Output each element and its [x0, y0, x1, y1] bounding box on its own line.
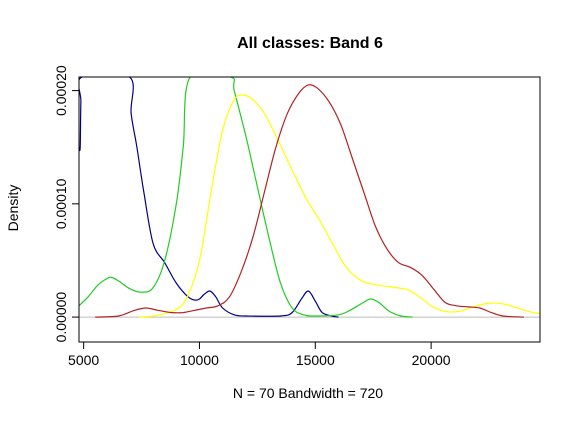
y-tick-label: 0.00020	[53, 65, 69, 116]
plot-frame	[78, 76, 541, 343]
x-tick-label: 15000	[296, 352, 335, 368]
series-layer	[79, 77, 540, 318]
y-axis-label: Density	[5, 185, 21, 232]
density-curve-4	[95, 84, 524, 318]
y-tick-label: 0.00010	[53, 178, 69, 229]
x-axis-label: N = 70 Bandwidth = 720	[233, 385, 383, 401]
x-axis: 5000 10000 15000 20000	[68, 342, 451, 368]
x-tick-label: 20000	[412, 352, 451, 368]
x-tick-label: 10000	[180, 352, 219, 368]
plot-area	[78, 76, 541, 343]
density-curve-3	[139, 94, 540, 318]
density-curve-1	[79, 77, 339, 318]
y-axis: 0.00000 0.00010 0.00020	[53, 65, 79, 342]
y-tick-label: 0.00000	[53, 292, 69, 343]
chart-title: All classes: Band 6	[237, 35, 383, 52]
density-curve-2	[79, 77, 413, 318]
x-tick-label: 5000	[68, 352, 99, 368]
